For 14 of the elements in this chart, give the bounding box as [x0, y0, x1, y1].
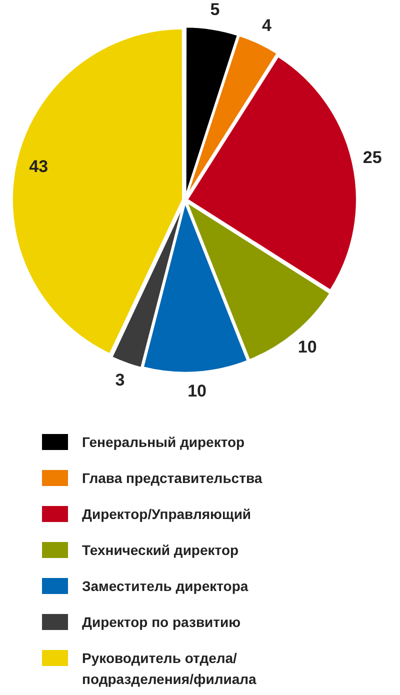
data-label: 25 — [362, 148, 382, 167]
legend-label: Директор/Управляющий — [82, 505, 252, 524]
legend-label: Руководитель отдела/подразделения/филиала — [82, 649, 258, 689]
data-label: 5 — [210, 0, 220, 20]
legend-label: Технический директор — [82, 541, 239, 560]
data-label: 10 — [298, 338, 317, 357]
data-label: 4 — [262, 16, 272, 35]
legend-label: Заместитель директора — [82, 577, 248, 596]
legend-label: Генеральный директор — [82, 433, 245, 452]
legend-label: Директор по развитию — [82, 613, 241, 632]
data-label: 43 — [29, 156, 48, 176]
data-label: 3 — [115, 370, 125, 390]
data-label: 10 — [188, 381, 207, 400]
legend-label: Глава представительства — [82, 469, 262, 488]
